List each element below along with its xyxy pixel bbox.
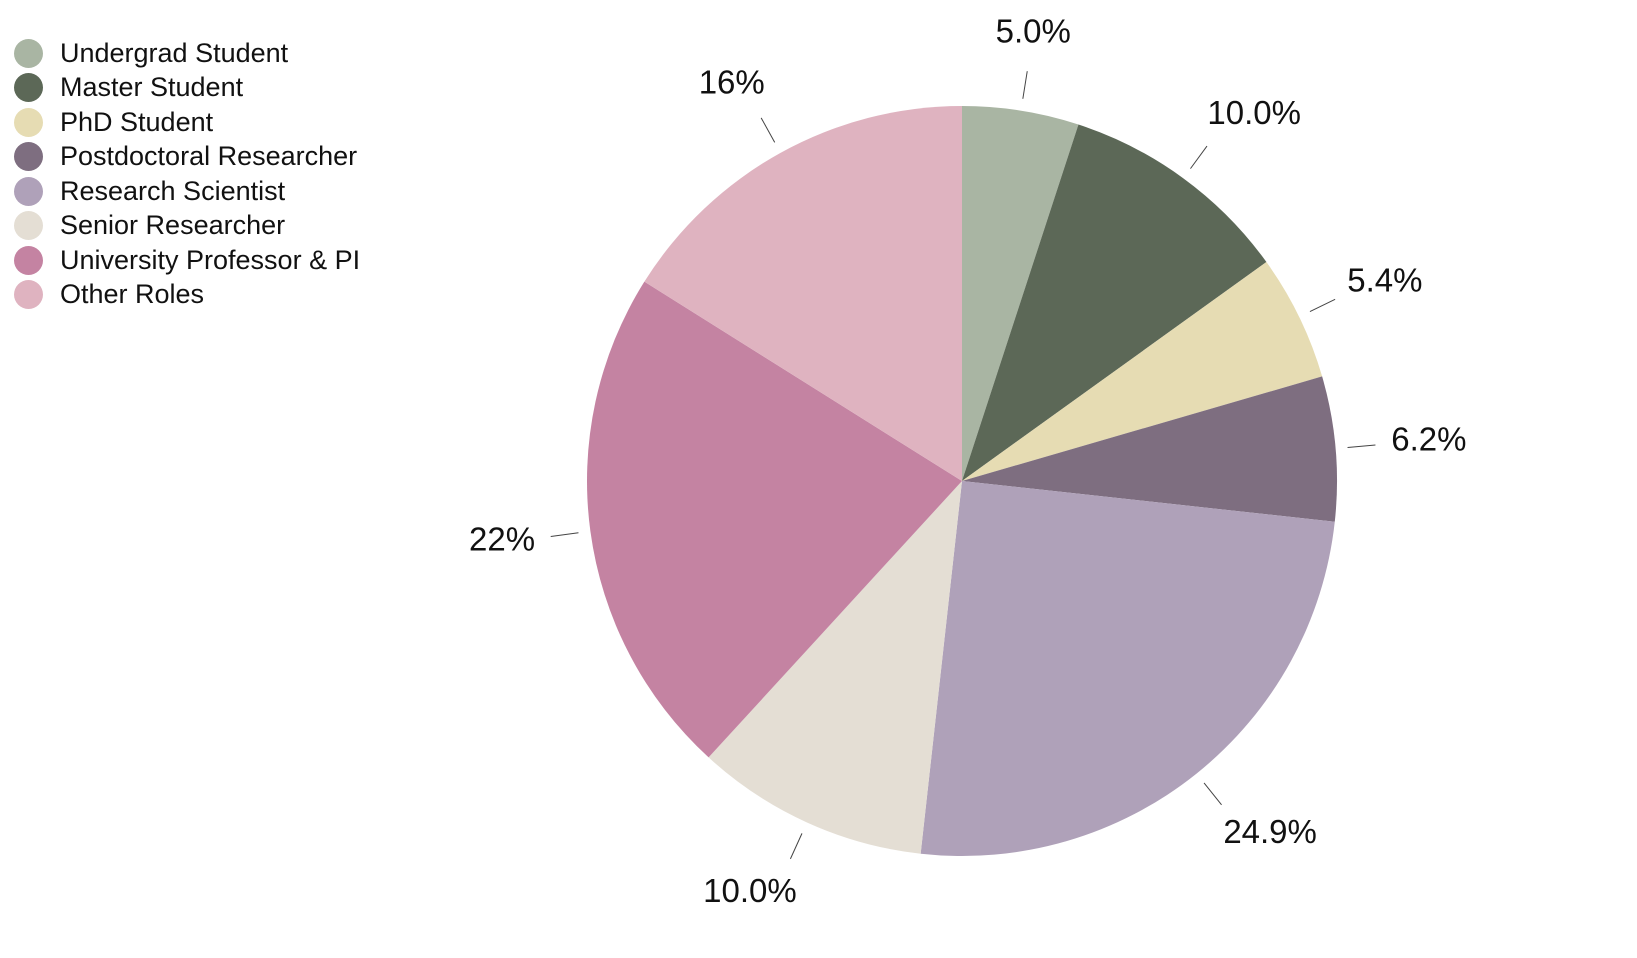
label-leader-line	[1309, 298, 1336, 313]
legend-label: PhD Student	[60, 106, 214, 137]
label-leader-line	[550, 532, 579, 538]
legend-swatch	[14, 142, 43, 172]
legend-item-university-professor-and-pi: University Professor & PI	[14, 243, 360, 278]
legend-label: Postdoctoral Researcher	[60, 141, 358, 172]
legend-label: Senior Researcher	[60, 210, 286, 241]
pie-value-label: 16%	[699, 63, 765, 100]
legend-item-master-student: Master Student	[14, 71, 360, 106]
legend-swatch	[14, 245, 43, 275]
label-leader-line	[1347, 444, 1376, 448]
pie-value-label: 10.0%	[1207, 94, 1301, 131]
pie-value-label: 24.9%	[1223, 813, 1317, 850]
label-leader-line	[760, 117, 776, 143]
label-leader-line	[1203, 782, 1222, 806]
legend-item-research-scientist: Research Scientist	[14, 174, 360, 209]
legend-item-senior-researcher: Senior Researcher	[14, 209, 360, 244]
legend: Undergrad Student Master Student PhD Stude…	[14, 36, 360, 312]
pie-slice-master-student	[962, 124, 1267, 481]
legend-label: Research Scientist	[60, 175, 286, 206]
legend-label: Undergrad Student	[60, 37, 289, 68]
pie-slice-senior-researcher	[708, 481, 962, 854]
legend-swatch	[14, 211, 43, 241]
legend-item-phd-student: PhD Student	[14, 105, 360, 140]
legend-swatch	[14, 38, 43, 68]
legend-label: Master Student	[60, 72, 244, 103]
legend-label: Other Roles	[60, 279, 205, 310]
pie-value-label: 22%	[469, 520, 535, 557]
legend-swatch	[14, 107, 43, 137]
pie-value-label: 6.2%	[1391, 420, 1466, 457]
pie-slice-postdoctoral-researcher	[962, 376, 1337, 522]
legend-item-postdoctoral-researcher: Postdoctoral Researcher	[14, 140, 360, 175]
pie-slice-phd-student	[962, 262, 1323, 481]
legend-item-undergrad-student: Undergrad Student	[14, 36, 360, 71]
pie-slice-research-scientist	[920, 481, 1335, 856]
pie-value-label: 10.0%	[703, 872, 797, 909]
legend-swatch	[14, 73, 43, 103]
legend-swatch	[14, 280, 43, 310]
label-leader-line	[1022, 71, 1028, 99]
legend-item-other-roles: Other Roles	[14, 278, 360, 313]
pie-slice-undergrad-student	[962, 106, 1079, 481]
pie-slice-other-roles	[644, 106, 962, 481]
pie-slice-university-professor-and-pi	[586, 281, 962, 758]
pie-value-label: 5.0%	[996, 12, 1071, 49]
label-leader-line	[789, 833, 803, 860]
pie-value-label: 5.4%	[1347, 261, 1422, 298]
label-leader-line	[1190, 145, 1208, 169]
legend-swatch	[14, 176, 43, 206]
legend-label: University Professor & PI	[60, 244, 361, 275]
